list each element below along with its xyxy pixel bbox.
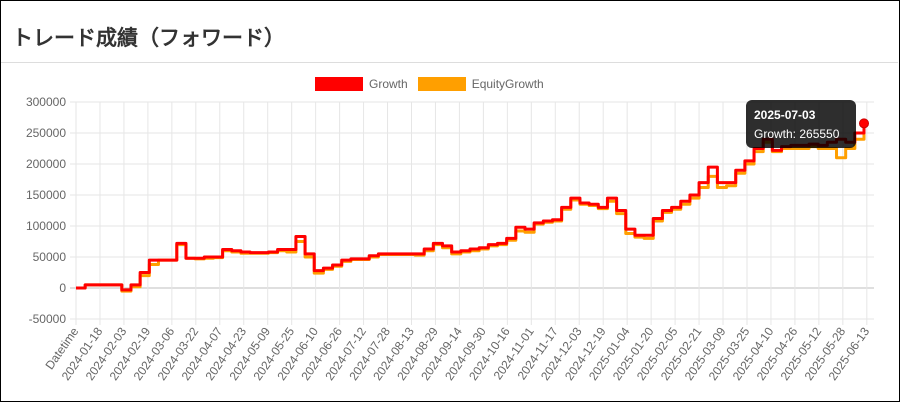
y-tick-label: 100000 bbox=[26, 219, 66, 233]
legend-label-equity-growth: EquityGrowth bbox=[471, 77, 544, 91]
y-tick-label: 0 bbox=[59, 281, 66, 295]
tooltip-value: Growth: 265550 bbox=[754, 127, 840, 141]
legend-swatch-equity-growth bbox=[417, 77, 466, 91]
y-tick-label: -50000 bbox=[29, 312, 67, 326]
series-line-equity-growth bbox=[76, 123, 866, 293]
chart-tooltip: 2025-07-03 Growth: 265550 bbox=[746, 100, 856, 148]
tooltip-date: 2025-07-03 bbox=[754, 108, 816, 122]
title-divider bbox=[1, 62, 898, 63]
page-title: トレード成績（フォワード） bbox=[12, 26, 285, 50]
y-tick-label: 250000 bbox=[26, 126, 66, 140]
legend-swatch-growth bbox=[315, 77, 363, 91]
y-tick-label: 200000 bbox=[26, 157, 66, 171]
highlight-point bbox=[859, 118, 869, 129]
y-tick-label: 300000 bbox=[26, 95, 66, 109]
legend-item-growth[interactable]: Growth bbox=[315, 77, 408, 91]
y-tick-label: 50000 bbox=[33, 250, 67, 264]
legend-item-equity-growth[interactable]: EquityGrowth bbox=[417, 77, 544, 91]
series-line-growth bbox=[76, 123, 866, 292]
legend-label-growth: Growth bbox=[369, 77, 408, 91]
y-tick-label: 150000 bbox=[26, 188, 66, 202]
chart-legend: Growth EquityGrowth bbox=[315, 76, 554, 92]
